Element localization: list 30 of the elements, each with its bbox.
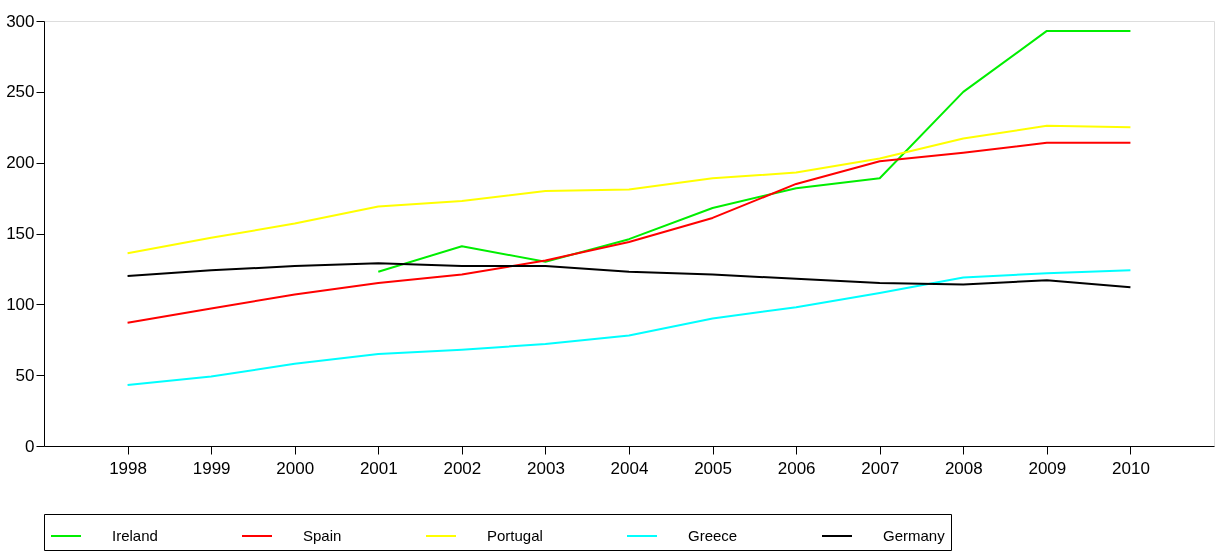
legend-label: Spain <box>303 527 342 544</box>
x-tick-label: 2004 <box>610 458 649 478</box>
x-tick-label: 2007 <box>861 458 900 478</box>
legend-label: Germany <box>883 527 946 544</box>
line-series <box>126 269 1132 387</box>
x-tick-label: 2005 <box>694 458 732 478</box>
x-tick-label: 1998 <box>109 458 147 478</box>
x-tick-label: 2010 <box>1112 458 1150 478</box>
legend-label: Ireland <box>112 527 158 544</box>
y-tick-label: 300 <box>6 11 35 31</box>
x-tick-label: 2002 <box>443 458 482 478</box>
y-tick-label: 0 <box>25 436 35 456</box>
line-series <box>377 29 1132 273</box>
legend-label: Greece <box>688 527 738 544</box>
y-tick-label: 250 <box>6 82 35 102</box>
line-series <box>126 124 1132 255</box>
line-series <box>126 262 1132 289</box>
x-tick-label: 2000 <box>276 458 315 478</box>
y-tick-label: 200 <box>6 153 35 173</box>
x-tick-label: 2008 <box>944 458 983 478</box>
y-tick-label: 150 <box>6 224 35 243</box>
line-series <box>126 141 1132 324</box>
legend-label: Portugal <box>487 527 543 544</box>
x-tick-label: 2003 <box>527 458 565 478</box>
x-tick-label: 2006 <box>777 458 816 478</box>
y-tick-label: 50 <box>15 365 35 385</box>
y-tick-label: 100 <box>6 294 35 314</box>
x-tick-label: 1999 <box>192 458 231 478</box>
x-tick-label: 2009 <box>1028 458 1067 478</box>
x-tick-label: 2001 <box>359 458 398 478</box>
